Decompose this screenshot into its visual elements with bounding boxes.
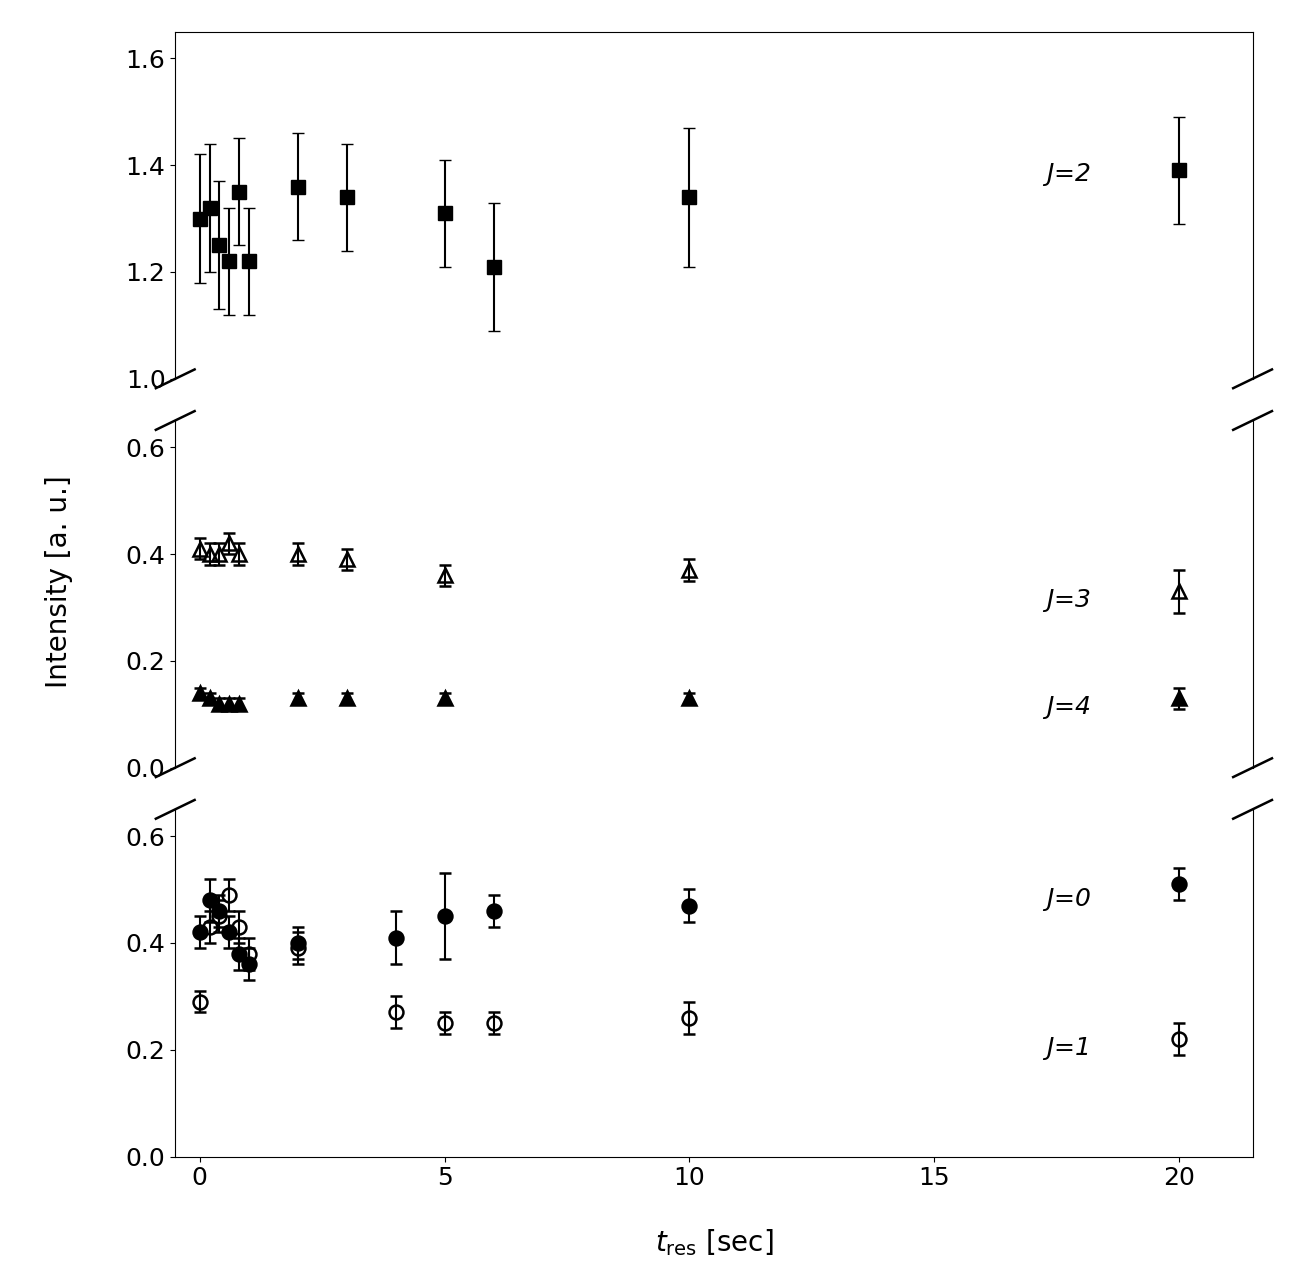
Text: $J$=0: $J$=0 bbox=[1042, 886, 1092, 913]
Text: $J$=4: $J$=4 bbox=[1042, 694, 1090, 722]
Text: $t_{\mathrm{res}}$ [sec]: $t_{\mathrm{res}}$ [sec] bbox=[654, 1227, 774, 1258]
Text: $J$=1: $J$=1 bbox=[1042, 1035, 1089, 1062]
Text: $J$=2: $J$=2 bbox=[1042, 162, 1090, 188]
Text: Intensity [a. u.]: Intensity [a. u.] bbox=[45, 475, 74, 688]
Text: $J$=3: $J$=3 bbox=[1042, 588, 1090, 614]
